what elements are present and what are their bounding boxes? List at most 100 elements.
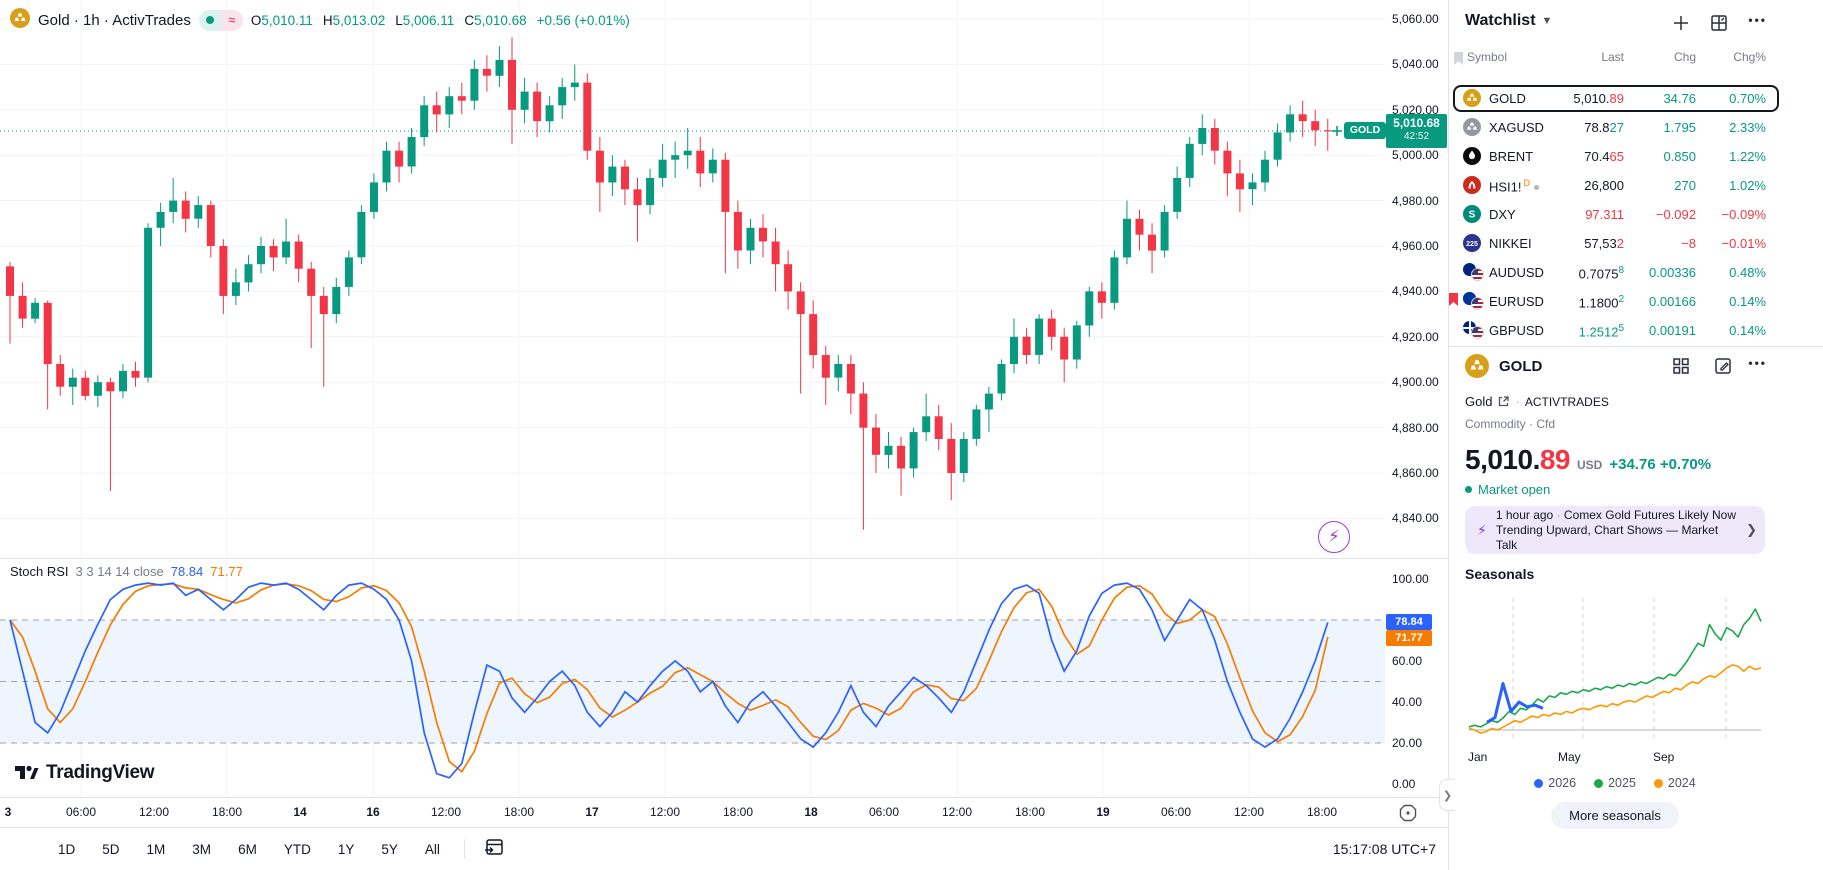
change-percent-cell: 1.22% [1729, 149, 1766, 164]
go-to-date-icon[interactable] [483, 836, 505, 863]
watchlist-row-gbpusd[interactable]: GBPUSD 1.25125 0.00191 0.14% [1449, 316, 1823, 341]
change-percent-cell: 2.33% [1729, 120, 1766, 135]
legend-dot-icon [1653, 778, 1663, 788]
change-percent-cell: 1.02% [1729, 178, 1766, 193]
time-axis-label: 18:00 [211, 805, 243, 819]
chart-legend: Gold · 1h · ActivTrades ≈ O5,010.11 H5,0… [10, 8, 630, 32]
stoch-rsi-chart[interactable] [0, 558, 1385, 797]
seasonals-legend[interactable]: 2026 2025 2024 [1465, 776, 1765, 790]
symbol-icon [1463, 89, 1481, 107]
watchlist-row-nikkei[interactable]: 225 NIKKEI 57,532 −8 −0.01% [1449, 229, 1823, 258]
time-axis-label: 17 [585, 805, 599, 819]
time-axis-label: 12:00 [1233, 805, 1265, 819]
range-3m[interactable]: 3M [192, 841, 212, 857]
change-cell: 34.76 [1663, 91, 1696, 106]
panel-collapse-handle[interactable]: ❯ [1439, 779, 1455, 811]
change-percent-cell: 0.14% [1729, 323, 1766, 338]
price-scale-label: 4,960.00 [1392, 239, 1439, 253]
toolbar-divider [463, 839, 465, 859]
watchlist-row-xagusd[interactable]: XAGUSD 78.827 1.795 2.33% [1449, 113, 1823, 142]
clock-display[interactable]: 15:17:08 UTC+7 [1332, 841, 1436, 857]
watchlist-row-hsi1[interactable]: HSI1! D 26,800 270 1.02% [1449, 171, 1823, 200]
status-pills[interactable]: ≈ [198, 9, 243, 31]
bottom-toolbar: 1D 5D 1M 3M 6M YTD 1Y 5Y All 15:17:08 UTC+7 [0, 827, 1448, 870]
last-price-cell: 0.70758 [1578, 265, 1624, 282]
legend-item-2025[interactable]: 2025 [1594, 776, 1636, 790]
range-5y[interactable]: 5Y [381, 841, 398, 857]
symbol-more-options-icon[interactable]: ••• [1748, 356, 1767, 370]
news-flash-icon[interactable]: ⚡ [1318, 521, 1350, 553]
symbol-name[interactable]: Gold [1465, 394, 1493, 409]
range-6m[interactable]: 6M [238, 841, 257, 857]
time-axis-label: 12:00 [941, 805, 973, 819]
high-value: 5,013.02 [332, 12, 386, 28]
selected-row-outline [1453, 85, 1779, 112]
add-pane-icon[interactable] [1709, 13, 1729, 38]
indicator-params: 3 3 14 14 close [75, 564, 164, 579]
watchlist-more-options-icon[interactable]: ••• [1748, 13, 1767, 27]
market-status-dot-icon [198, 9, 221, 31]
layout-grid-icon[interactable] [1671, 356, 1691, 381]
price-scale-label: 4,840.00 [1392, 511, 1439, 525]
approx-price-icon: ≈ [220, 9, 243, 31]
last-price-cell: 78.827 [1584, 120, 1624, 135]
time-axis-label: 12:00 [649, 805, 681, 819]
compose-note-icon[interactable] [1713, 356, 1733, 381]
watchlist-row-audusd[interactable]: AUDUSD 0.70758 0.00336 0.48% [1449, 258, 1823, 287]
time-axis-label: 18:00 [1014, 805, 1046, 819]
time-axis-label: 14 [293, 805, 307, 819]
range-all[interactable]: All [424, 841, 440, 857]
last-price-cell: 26,800 [1584, 178, 1624, 193]
column-last: Last [1601, 50, 1624, 64]
price-scale-label: 5,040.00 [1392, 57, 1439, 71]
watchlist-row-brent[interactable]: BRENT 70.465 0.850 1.22% [1449, 142, 1823, 171]
candlestick-chart[interactable] [0, 0, 1385, 558]
time-axis[interactable]: 3 06:00 12:00 18:00 14 16 12:00 18:00 17 12:00 18:… [0, 797, 1448, 827]
symbol-name: DXY [1489, 207, 1516, 222]
symbol-icon [1463, 292, 1484, 310]
news-item[interactable]: ⚡ 1 hour ago · Comex Gold Futures Likely… [1465, 506, 1765, 554]
legend-item-2026[interactable]: 2026 [1534, 776, 1576, 790]
symbol-name: HSI1! D [1489, 178, 1540, 194]
seasonals-chart[interactable] [1465, 590, 1765, 745]
add-symbol-icon[interactable] [1671, 13, 1691, 38]
symbol-category: Commodity · Cfd [1465, 417, 1556, 431]
external-link-icon[interactable] [1497, 395, 1510, 408]
time-axis-label: 3 [4, 805, 12, 819]
scales-settings-icon[interactable] [1398, 803, 1418, 828]
watchlist-row-eurusd[interactable]: EURUSD 1.18002 0.00166 0.14% [1449, 287, 1823, 316]
current-price-badge: 5,010.68 42:52 [1386, 114, 1447, 148]
symbol-name: BRENT [1489, 149, 1534, 164]
legend-item-2024[interactable]: 2024 [1653, 776, 1696, 790]
price-scale[interactable]: 5,060.00 5,040.00 5,020.00 5,000.00 4,980.00… [1385, 0, 1448, 797]
open-value: 5,010.11 [261, 12, 313, 28]
price-scale-label: 4,920.00 [1392, 330, 1439, 344]
last-price-cell: 1.25125 [1578, 323, 1624, 340]
legend-dot-icon [1594, 778, 1604, 788]
watchlist-rows: GOLD 5,010.89 34.76 0.70% XAGUSD 78.827 … [1449, 84, 1823, 341]
range-5d[interactable]: 5D [102, 841, 120, 857]
range-1m[interactable]: 1M [146, 841, 166, 857]
symbol-change: +34.76 +0.70% [1609, 456, 1712, 473]
seasonal-month-label: May [1558, 750, 1581, 764]
change-cell: 1.795 [1663, 120, 1696, 135]
pane-divider[interactable] [0, 558, 1448, 559]
range-ytd[interactable]: YTD [283, 841, 311, 857]
stoch-rsi-legend[interactable]: Stoch RSI 3 3 14 14 close 78.84 71.77 [10, 564, 243, 579]
watchlist-row-dxy[interactable]: S DXY 97.311 −0.092 −0.09% [1449, 200, 1823, 229]
symbol-currency: USD [1577, 458, 1603, 472]
column-chg: Chg [1673, 50, 1696, 64]
watchlist-row-gold[interactable]: GOLD 5,010.89 34.76 0.70% [1449, 84, 1823, 113]
symbol-panel-title[interactable]: GOLD [1499, 357, 1543, 375]
time-axis-label: 12:00 [430, 805, 462, 819]
more-seasonals-button[interactable]: More seasonals [1551, 802, 1679, 829]
watchlist-header[interactable]: Watchlist ▼ [1465, 12, 1552, 30]
range-1d[interactable]: 1D [58, 841, 76, 857]
time-axis-label: 18:00 [1306, 805, 1338, 819]
watchlist-title[interactable]: Watchlist [1465, 12, 1536, 29]
tradingview-logo[interactable]: TradingView [14, 760, 155, 785]
range-1y[interactable]: 1Y [337, 841, 355, 857]
chart-symbol-title[interactable]: Gold · 1h · ActivTrades [38, 11, 191, 29]
flag-column-icon [1454, 52, 1463, 68]
